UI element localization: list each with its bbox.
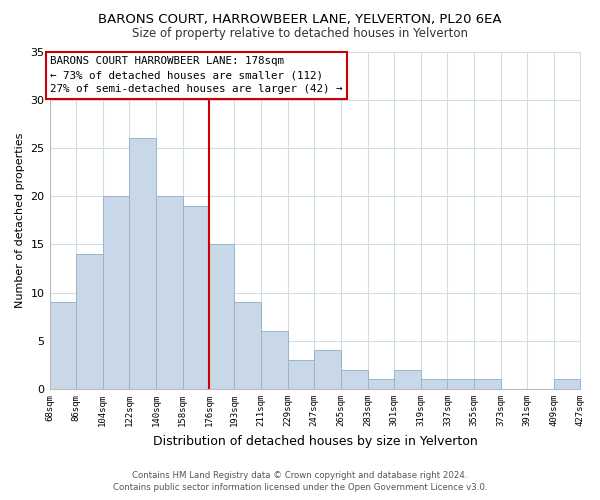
Bar (130, 138, 156, 389)
Bar (156, 196, 182, 389)
Bar (209, 244, 235, 389)
Bar (182, 206, 209, 389)
Bar (421, 380, 448, 389)
Bar (261, 331, 287, 389)
X-axis label: Distribution of detached houses by size in Yelverton: Distribution of detached houses by size … (152, 434, 478, 448)
Bar (554, 380, 580, 389)
Bar (314, 350, 341, 389)
Bar (287, 360, 314, 389)
Bar (50, 302, 76, 389)
Bar (474, 380, 500, 389)
Bar (76, 254, 103, 389)
Y-axis label: Number of detached properties: Number of detached properties (15, 132, 25, 308)
Text: Size of property relative to detached houses in Yelverton: Size of property relative to detached ho… (132, 28, 468, 40)
Text: BARONS COURT HARROWBEER LANE: 178sqm
← 73% of detached houses are smaller (112)
: BARONS COURT HARROWBEER LANE: 178sqm ← 7… (50, 56, 343, 94)
Bar (341, 370, 368, 389)
Bar (448, 380, 474, 389)
Text: Contains HM Land Registry data © Crown copyright and database right 2024.
Contai: Contains HM Land Registry data © Crown c… (113, 471, 487, 492)
Text: BARONS COURT, HARROWBEER LANE, YELVERTON, PL20 6EA: BARONS COURT, HARROWBEER LANE, YELVERTON… (98, 12, 502, 26)
Bar (394, 370, 421, 389)
Bar (235, 302, 261, 389)
Bar (103, 196, 130, 389)
Bar (368, 380, 394, 389)
